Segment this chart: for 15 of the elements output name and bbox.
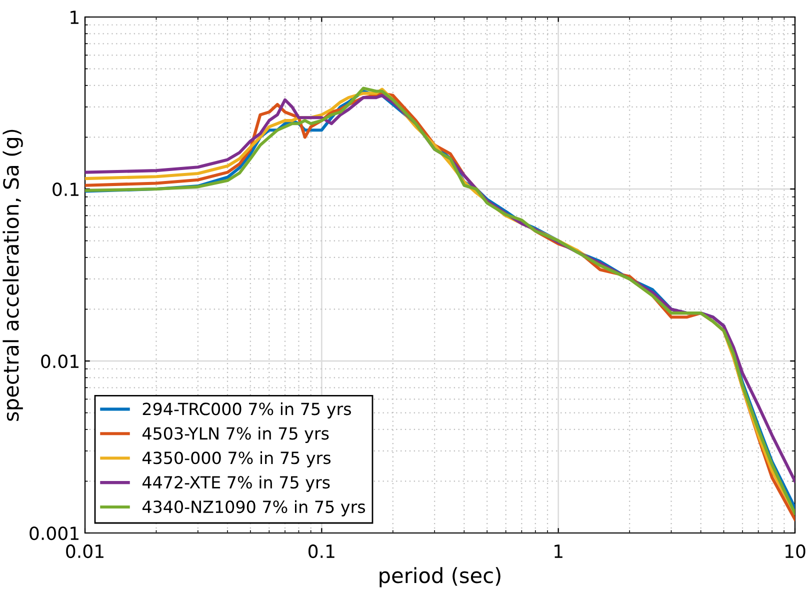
x-tick-label: 0.01 <box>66 544 104 558</box>
legend-label: 4340-NZ1090 7% in 75 yrs <box>142 500 366 516</box>
y-tick-label: 0.001 <box>30 526 78 540</box>
y-tick-label: 0.01 <box>41 354 78 368</box>
x-axis-title: period (sec) <box>380 567 500 588</box>
y-tick-label: 1 <box>70 10 78 24</box>
legend-label: 4503-YLN 7% in 75 yrs <box>142 426 329 443</box>
legend-label: 4472-XTE 7% in 75 yrs <box>142 476 330 492</box>
legend-label: 4350-000 7% in 75 yrs <box>142 451 331 468</box>
x-tick-label: 1 <box>554 544 562 558</box>
y-axis-title: spectral acceleration, Sa (g) <box>2 130 23 421</box>
legend-label: 294-TRC000 7% in 75 yrs <box>142 402 351 418</box>
y-tick-label: 0.1 <box>52 182 78 196</box>
x-tick-label: 0.1 <box>308 544 334 558</box>
x-tick-label: 10 <box>785 544 806 558</box>
